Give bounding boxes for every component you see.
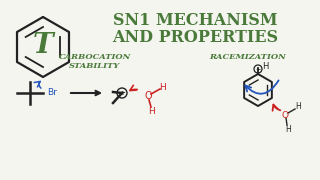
Text: STABILITY: STABILITY — [69, 62, 121, 70]
Text: H: H — [160, 82, 166, 91]
Text: Br: Br — [47, 87, 57, 96]
Text: H: H — [285, 125, 291, 134]
Text: H: H — [295, 102, 301, 111]
Text: AND PROPERTIES: AND PROPERTIES — [112, 28, 278, 46]
Text: SN1 MECHANISM: SN1 MECHANISM — [113, 12, 277, 28]
Text: O: O — [144, 91, 152, 101]
Text: H: H — [148, 107, 156, 116]
Text: O: O — [282, 111, 289, 120]
Text: CARBOCATION: CARBOCATION — [59, 53, 131, 61]
Text: +: + — [255, 66, 260, 71]
Text: T: T — [33, 31, 53, 58]
Text: RACEMIZATION: RACEMIZATION — [210, 53, 286, 61]
Text: H: H — [262, 62, 268, 71]
Text: +: + — [119, 90, 125, 96]
